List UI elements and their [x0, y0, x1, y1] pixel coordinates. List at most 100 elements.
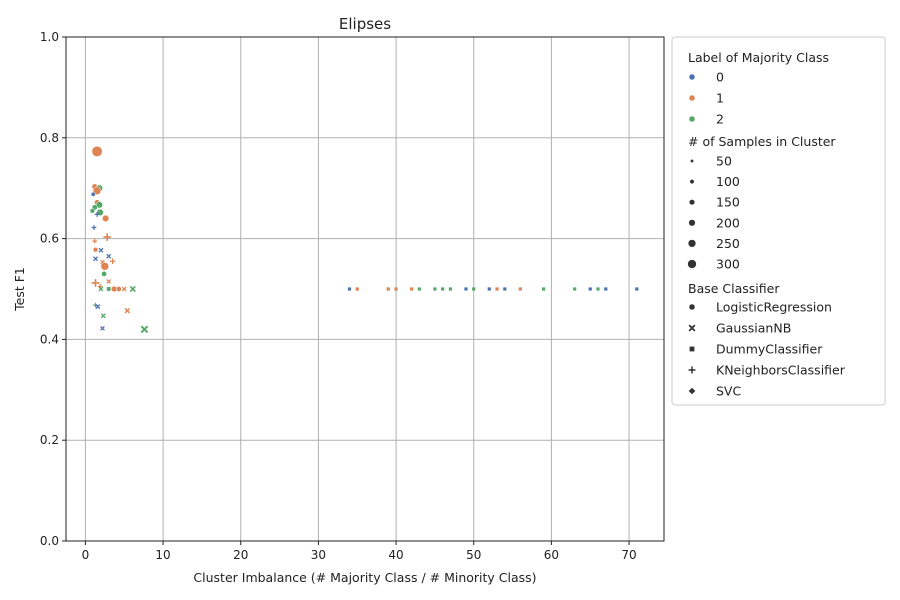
data-point: [355, 287, 359, 291]
x-tick-label: 0: [82, 548, 90, 562]
x-axis-label: Cluster Imbalance (# Majority Class / # …: [193, 570, 536, 585]
legend-size-marker: [687, 259, 697, 269]
data-point: [106, 287, 111, 291]
data-point: [503, 287, 507, 291]
legend-hue-marker: [688, 94, 696, 102]
data-point: [129, 285, 136, 293]
x-tick-label: 20: [233, 548, 248, 562]
legend-hue-label: 1: [716, 91, 724, 106]
data-point: [472, 287, 476, 291]
legend-hue-label: 2: [716, 112, 724, 127]
plot-frame: [65, 36, 665, 542]
legend-size-items: 50 100 150 200 250 300: [687, 154, 740, 272]
data-point: [101, 270, 107, 277]
y-axis-ticks: 0.0 0.2 0.4 0.6 0.8 1.0: [40, 30, 66, 548]
data-point: [102, 214, 110, 222]
data-point: [124, 307, 131, 314]
legend-size-marker: [689, 179, 695, 185]
data-point: [495, 287, 499, 291]
legend-size-label: 50: [716, 154, 732, 169]
data-point: [91, 225, 97, 230]
y-tick-label: 0.6: [40, 232, 59, 246]
data-point: [90, 191, 96, 197]
data-point: [417, 287, 421, 291]
data-point: [121, 286, 127, 292]
data-point: [635, 287, 639, 291]
data-point: [91, 279, 100, 287]
data-point: [441, 287, 445, 291]
data-point: [409, 287, 414, 291]
y-tick-label: 0.8: [40, 131, 59, 145]
legend-hue-items: 0 1 2: [688, 70, 724, 127]
data-point: [115, 286, 122, 292]
data-point: [604, 287, 608, 291]
legend-style-items: LogisticRegression GaussianNB DummyClassif…: [688, 300, 846, 399]
data-point: [98, 286, 104, 292]
data-point: [103, 233, 111, 241]
legend-hue-title: Label of Majority Class: [688, 50, 829, 65]
data-points: [89, 145, 639, 334]
legend-style-label: DummyClassifier: [716, 342, 823, 357]
y-tick-label: 1.0: [40, 30, 59, 44]
legend-size-label: 150: [716, 195, 740, 210]
data-point: [95, 304, 101, 310]
data-point: [91, 145, 103, 157]
data-point: [573, 287, 577, 291]
legend-hue-marker: [688, 73, 696, 81]
data-point: [89, 208, 96, 214]
data-point: [94, 211, 100, 217]
data-point: [464, 287, 468, 291]
legend-size-label: 100: [716, 174, 740, 189]
data-point: [140, 325, 149, 334]
legend-hue-marker: [688, 115, 696, 123]
legend-style-label: KNeighborsClassifier: [716, 363, 846, 378]
data-point: [92, 186, 102, 195]
data-point: [487, 287, 491, 291]
data-point: [100, 325, 105, 331]
legend-frame: [671, 36, 886, 406]
data-point: [386, 287, 390, 291]
y-tick-label: 0.4: [40, 332, 59, 346]
data-point: [98, 247, 104, 253]
data-point: [448, 287, 453, 291]
legend-style-marker: [688, 387, 696, 395]
data-point: [92, 247, 99, 253]
y-tick-label: 0.0: [40, 534, 59, 548]
legend-size-label: 250: [716, 236, 740, 251]
data-point: [100, 313, 106, 319]
legend-style-marker: [689, 346, 695, 352]
data-point: [596, 287, 600, 291]
legend: Label of Majority Class 0 1 2 # of Samples…: [671, 36, 886, 406]
y-tick-label: 0.2: [40, 433, 59, 447]
x-tick-label: 10: [155, 548, 170, 562]
data-point: [518, 287, 522, 291]
data-point: [100, 262, 110, 271]
data-point: [347, 287, 352, 291]
legend-size-marker: [690, 159, 694, 163]
legend-size-marker: [688, 199, 696, 206]
legend-style-label: SVC: [716, 384, 741, 399]
data-point: [542, 287, 546, 291]
legend-size-label: 200: [716, 215, 740, 230]
data-point: [92, 238, 98, 244]
x-tick-label: 50: [466, 548, 481, 562]
chart-title: Elipses: [339, 15, 391, 33]
legend-style-label: GaussianNB: [716, 321, 791, 336]
legend-size-marker: [688, 219, 696, 227]
data-point: [106, 253, 112, 259]
y-axis-label: Test F1: [12, 267, 27, 312]
legend-style-marker: [688, 324, 696, 332]
legend-size-label: 300: [716, 257, 740, 272]
legend-hue-label: 0: [716, 70, 724, 85]
data-point: [394, 287, 398, 291]
data-point: [106, 279, 112, 284]
legend-size-marker: [687, 239, 697, 248]
data-point: [588, 287, 592, 291]
x-tick-label: 40: [388, 548, 403, 562]
x-tick-label: 60: [544, 548, 559, 562]
data-point: [109, 258, 116, 265]
legend-style-label: LogisticRegression: [716, 300, 832, 315]
x-axis-ticks: 0 10 20 30 40 50 60 70: [82, 541, 637, 562]
legend-style-marker: [688, 366, 696, 374]
